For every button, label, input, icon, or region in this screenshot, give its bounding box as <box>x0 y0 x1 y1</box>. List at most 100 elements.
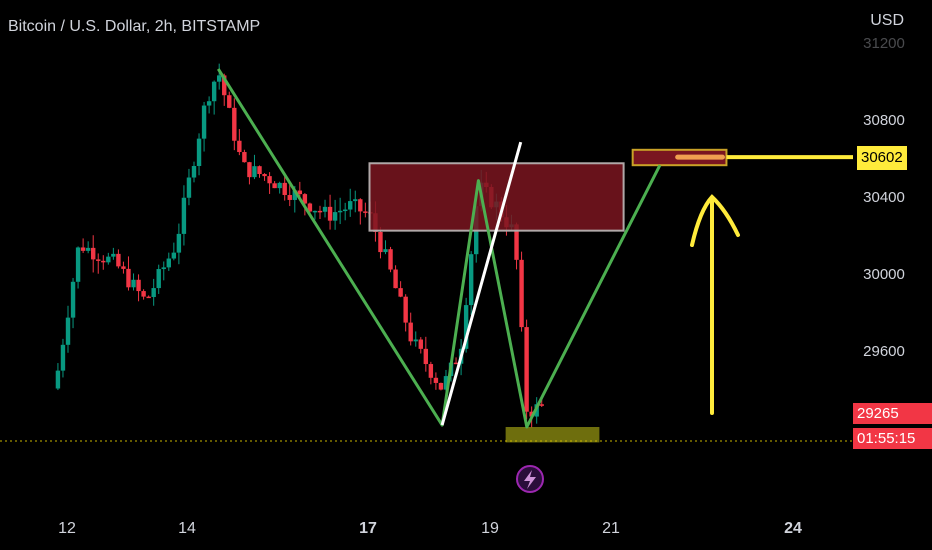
candle-body <box>413 339 418 342</box>
candle-body <box>443 376 449 390</box>
candle-body <box>232 107 237 141</box>
candle-body <box>141 291 146 297</box>
candle-body <box>106 256 111 263</box>
candle-body <box>171 252 177 259</box>
candlestick-series <box>55 63 544 428</box>
y-tick-label: 29600 <box>863 343 905 360</box>
candle-body <box>96 259 101 261</box>
candle-body <box>282 182 287 196</box>
x-tick-label: 24 <box>784 520 802 537</box>
candle-body <box>342 209 348 212</box>
chart-title: Bitcoin / U.S. Dollar, 2h, BITSTAMP <box>8 18 261 35</box>
candle-body <box>151 288 156 298</box>
candle-body <box>433 377 439 383</box>
annotation-zones <box>368 148 728 443</box>
candle-body <box>428 364 434 378</box>
zigzag-pattern-line <box>216 68 662 429</box>
candle-body <box>519 259 524 328</box>
candle-body <box>70 281 76 318</box>
trend-line <box>440 141 523 426</box>
countdown-tag: 01:55:15 <box>853 428 932 449</box>
candle-body <box>237 140 242 153</box>
candle-body <box>302 194 308 204</box>
candle-body <box>131 279 136 288</box>
candle-body <box>146 296 151 299</box>
candle-body <box>55 370 61 389</box>
y-tick-label: 30400 <box>863 189 905 206</box>
support-zone <box>505 427 600 443</box>
candle-body <box>206 101 212 106</box>
x-tick-label: 19 <box>481 520 499 537</box>
candle-body <box>126 268 131 288</box>
candle-body <box>91 247 96 260</box>
candle-body <box>418 339 423 349</box>
candle-body <box>524 327 529 412</box>
candle-body <box>242 152 247 163</box>
candle-body <box>247 162 252 178</box>
candle-body <box>337 210 343 213</box>
currency-label: USD <box>870 12 904 29</box>
price-axis[interactable]: 29600 30000 30400 30800 31200 <box>863 35 905 360</box>
candle-body <box>65 317 71 345</box>
lightning-icon[interactable] <box>516 465 544 493</box>
candle-body <box>211 81 217 102</box>
candle-body <box>257 166 262 175</box>
candle-body <box>307 203 313 212</box>
candle-body <box>85 247 91 251</box>
candle-body <box>378 231 383 253</box>
candle-body <box>332 212 338 221</box>
candle-body <box>393 269 398 289</box>
drawing-tools <box>216 68 853 429</box>
candle-body <box>156 269 161 289</box>
candle-body <box>348 201 353 210</box>
candle-body <box>539 404 544 406</box>
candle-body <box>363 211 368 213</box>
candle-body <box>423 348 429 365</box>
candle-body <box>529 411 534 417</box>
candle-body <box>60 344 66 371</box>
candle-body <box>191 166 197 178</box>
candle-body <box>287 195 292 200</box>
candle-body <box>80 247 86 251</box>
candle-body <box>398 288 403 297</box>
candle-body <box>121 266 126 269</box>
current-price-tag: 29265 <box>853 403 932 424</box>
candle-body <box>216 75 222 82</box>
time-axis[interactable]: 12 14 17 19 21 24 <box>58 520 802 537</box>
candle-body <box>358 199 363 212</box>
candle-body <box>75 247 81 282</box>
candle-body <box>166 258 171 268</box>
candle-body <box>297 190 303 195</box>
candle-body <box>514 224 519 260</box>
candle-body <box>403 296 408 323</box>
x-tick-label: 21 <box>602 520 620 537</box>
candle-body <box>116 253 121 267</box>
candle-body <box>388 249 393 270</box>
candle-body <box>272 183 277 189</box>
candle-body <box>453 362 459 365</box>
candle-body <box>463 305 469 349</box>
candle-body <box>201 105 207 139</box>
target-price-tag: 30602 <box>857 146 907 170</box>
candle-body <box>252 166 257 178</box>
y-tick-label: 30800 <box>863 112 905 129</box>
candle-body <box>327 206 333 221</box>
x-tick-label: 12 <box>58 520 76 537</box>
candle-body <box>262 174 267 177</box>
candle-body <box>176 233 182 253</box>
candle-body <box>161 267 166 270</box>
candle-body <box>438 382 444 390</box>
candle-body <box>317 210 323 213</box>
candle-body <box>136 279 141 292</box>
candle-body <box>353 199 358 202</box>
candle-body <box>277 182 282 189</box>
candle-body <box>181 197 187 234</box>
candle-body <box>468 254 474 306</box>
candle-body <box>408 322 413 342</box>
candle-body <box>186 177 192 198</box>
candle-body <box>292 190 297 200</box>
candle-body <box>322 206 328 212</box>
y-tick-label: 31200 <box>863 35 905 52</box>
candle-body <box>267 176 272 184</box>
